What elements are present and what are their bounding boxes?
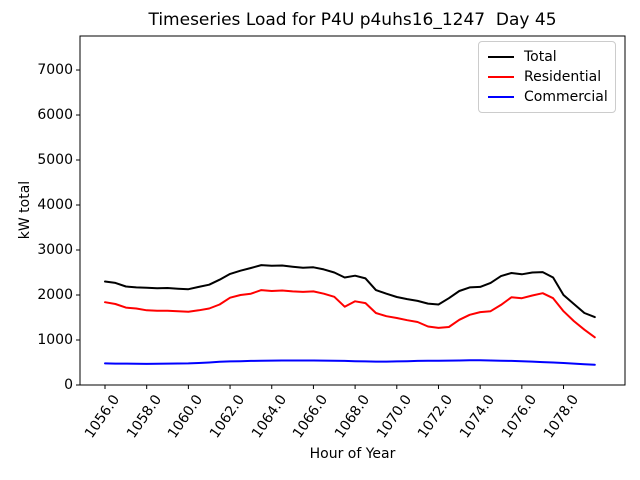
legend-line-swatch [488, 76, 514, 78]
x-axis-label: Hour of Year [309, 446, 396, 462]
axes-spines [79, 35, 626, 386]
y-tick-label: 4000 [37, 197, 73, 213]
y-tick-label: 2000 [37, 287, 73, 303]
legend-line-swatch [488, 56, 514, 58]
legend-entry-residential: Residential [488, 67, 615, 87]
y-tick-label: 3000 [37, 242, 73, 258]
y-tick-label: 6000 [37, 107, 73, 123]
commercial-line [104, 359, 596, 366]
legend-label: Total [524, 49, 557, 65]
residential-line [104, 289, 596, 339]
y-tick-label: 0 [64, 377, 73, 393]
chart-title: Timeseries Load for P4U p4uhs16_1247 Day… [148, 10, 557, 30]
legend: Total Residential Commercial [478, 41, 616, 113]
total-line [104, 264, 596, 319]
y-tick-label: 1000 [37, 332, 73, 348]
legend-label: Commercial [524, 89, 608, 105]
legend-label: Residential [524, 69, 602, 85]
y-tick-label: 5000 [37, 152, 73, 168]
legend-entry-commercial: Commercial [488, 87, 615, 107]
legend-line-swatch [488, 96, 514, 98]
y-tick-label: 7000 [37, 62, 73, 79]
legend-entry-total: Total [488, 47, 615, 67]
